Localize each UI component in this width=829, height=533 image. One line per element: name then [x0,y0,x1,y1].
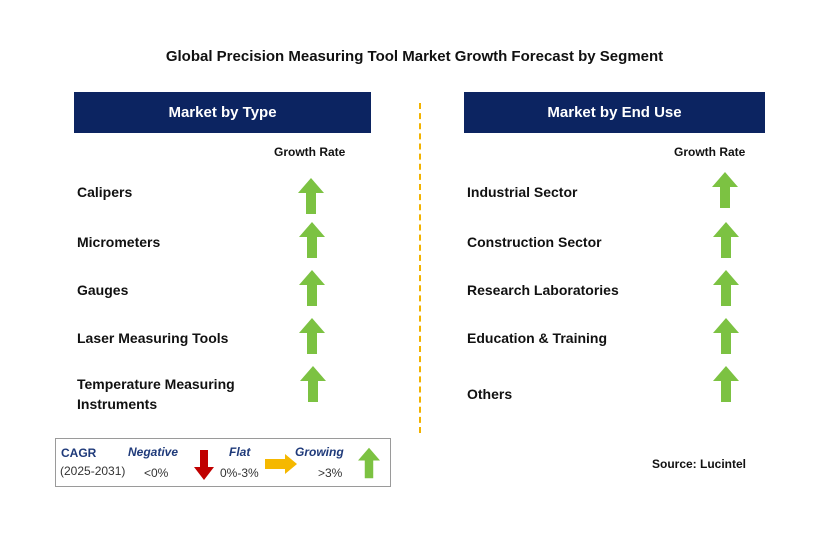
type-item-calipers: Calipers [77,184,133,200]
green-up-arrow-icon [713,366,739,402]
market-by-type-header: Market by Type [74,92,371,133]
type-item-micrometers: Micrometers [77,234,161,250]
end-use-item-research-laboratories: Research Laboratories [467,282,619,298]
legend-cagr-label: CAGR [61,446,97,460]
green-up-arrow-icon [713,318,739,354]
source-label: Source: Lucintel [652,457,747,471]
legend-negative-value: <0% [144,466,169,480]
green-up-arrow-icon [712,172,738,208]
end-use-item-others: Others [467,386,513,402]
legend-growing-label: Growing [295,445,344,459]
cagr-legend: CAGR (2025-2031) Negative <0% Flat 0%-3%… [55,438,391,487]
yellow-right-arrow-icon [265,454,297,474]
green-up-arrow-icon [300,366,326,402]
growth-rate-label-right: Growth Rate [674,145,746,159]
end-use-item-construction-sector: Construction Sector [467,234,602,250]
type-item-gauges: Gauges [77,282,129,298]
green-up-arrow-icon [713,222,739,258]
green-up-arrow-icon [299,318,325,354]
end-use-item-industrial-sector: Industrial Sector [467,184,578,200]
legend-flat-value: 0%-3% [220,466,259,480]
market-by-end-use-header-label: Market by End Use [547,104,682,121]
end-use-item-education-training: Education & Training [467,330,608,346]
green-up-arrow-icon [299,270,325,306]
legend-period: (2025-2031) [60,464,126,478]
green-up-arrow-icon [299,222,325,258]
growth-rate-label-left: Growth Rate [274,145,346,159]
green-up-arrow-icon [713,270,739,306]
market-by-type-header-label: Market by Type [168,104,277,121]
page-title: Global Precision Measuring Tool Market G… [165,48,664,65]
type-item-temperature-line2: Instruments [77,396,158,412]
market-by-end-use-header: Market by End Use [464,92,765,133]
red-down-arrow-icon [194,450,214,480]
type-item-temperature-line1: Temperature Measuring [77,376,235,392]
green-up-arrow-icon [298,178,324,214]
type-item-temperature-measuring-instruments: Temperature Measuring Instruments [77,374,235,414]
legend-growing-value: >3% [318,466,343,480]
green-up-arrow-icon [358,447,380,479]
panel-divider [419,103,421,433]
type-item-laser-measuring-tools: Laser Measuring Tools [77,330,229,346]
legend-flat-label: Flat [229,445,251,459]
legend-negative-label: Negative [128,445,179,459]
